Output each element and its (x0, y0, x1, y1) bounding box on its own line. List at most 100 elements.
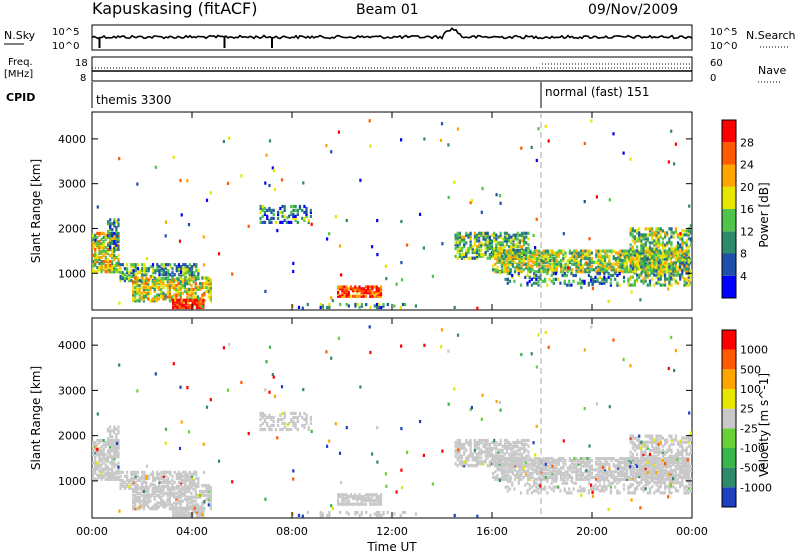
power-cell (486, 233, 489, 237)
velocity-cell (143, 478, 146, 482)
velocity-cell (115, 445, 118, 449)
power-cell (506, 281, 509, 285)
velocity-cell (535, 481, 538, 485)
velocity-cell (454, 450, 457, 454)
velocity-cell (592, 487, 595, 491)
power-cell (139, 269, 142, 273)
velocity-cell (584, 477, 587, 481)
power-cell (519, 283, 523, 287)
power-cell (160, 282, 163, 286)
power-cell (488, 243, 491, 247)
power-cell (511, 264, 514, 268)
power-cell (582, 253, 585, 257)
power-cell (266, 214, 269, 218)
power-cell (494, 253, 497, 257)
velocity-cell (164, 484, 168, 488)
power-cell (195, 302, 198, 306)
velocity-cell (492, 472, 495, 476)
power-cell (175, 267, 178, 271)
velocity-cell (94, 455, 97, 459)
velocity-cell (279, 413, 282, 417)
velocity-cell (283, 425, 286, 430)
power-cell (527, 262, 530, 266)
power-cell (629, 283, 632, 287)
velocity-cell (498, 462, 501, 466)
colorbar-swatch (722, 164, 736, 187)
power-cell (642, 247, 645, 251)
velocity-cell (182, 512, 185, 516)
power-cell (642, 281, 645, 285)
velocity-cell (555, 470, 558, 474)
power-cell (614, 258, 618, 263)
power-cell (655, 273, 658, 277)
power-cell (526, 273, 529, 278)
velocity-cell (619, 477, 622, 481)
power-cell (648, 257, 652, 261)
velocity-cell (145, 495, 148, 499)
velocity-cell (646, 434, 649, 438)
velocity-cell (601, 473, 604, 478)
power-cell (579, 255, 582, 259)
velocity-cell (185, 506, 188, 510)
velocity-cell (608, 464, 611, 468)
power-cell (458, 241, 461, 245)
velocity-cell (553, 464, 556, 468)
power-cell (584, 255, 587, 259)
power-cell (623, 253, 626, 257)
power-cell (632, 251, 635, 255)
velocity-cell (549, 466, 552, 470)
power-cell (668, 239, 671, 243)
power-cell (628, 268, 631, 272)
power-cell (659, 283, 662, 287)
velocity-cell (140, 484, 143, 488)
power-cell (157, 285, 161, 290)
power-cell (625, 266, 629, 270)
power-cell (492, 249, 495, 253)
velocity-cell (590, 487, 593, 491)
velocity-cell (633, 491, 636, 495)
velocity-cell (188, 488, 191, 492)
velocity-cell (277, 417, 280, 422)
velocity-cell (201, 501, 204, 505)
power-cell (651, 249, 654, 253)
velocity-cell (638, 442, 641, 446)
power-cell (264, 289, 267, 293)
velocity-cell (527, 444, 530, 448)
power-cell (607, 272, 610, 276)
velocity-cell (102, 475, 105, 479)
power-cell (683, 253, 686, 257)
velocity-cell (644, 481, 647, 485)
velocity-cell (518, 440, 521, 445)
power-cell (565, 283, 569, 287)
power-cell (118, 157, 121, 161)
velocity-cell (111, 471, 114, 475)
power-cell (549, 253, 552, 257)
power-cell (456, 250, 459, 255)
power-cell (94, 249, 97, 254)
power-cell (603, 255, 607, 259)
velocity-cell (113, 445, 116, 449)
velocity-cell (499, 438, 502, 443)
y-tick-label: 1000 (58, 267, 86, 280)
velocity-cell (108, 473, 112, 477)
velocity-cell (488, 448, 491, 452)
velocity-cell (588, 464, 591, 468)
power-cell (638, 275, 641, 279)
velocity-cell (117, 425, 120, 429)
velocity-cell (659, 450, 662, 454)
power-cell (646, 275, 649, 279)
velocity-cell (516, 444, 519, 448)
power-cell (564, 266, 567, 270)
power-cell (503, 239, 506, 243)
velocity-cell (343, 496, 346, 501)
velocity-cell (151, 505, 154, 509)
velocity-cell (469, 454, 472, 458)
power-cell (516, 253, 519, 257)
velocity-cell (191, 513, 194, 518)
power-cell (305, 212, 308, 216)
power-cell (507, 260, 510, 264)
velocity-cell (655, 436, 658, 440)
power-cell (625, 268, 629, 272)
velocity-cell (181, 493, 184, 497)
velocity-cell (657, 469, 660, 473)
